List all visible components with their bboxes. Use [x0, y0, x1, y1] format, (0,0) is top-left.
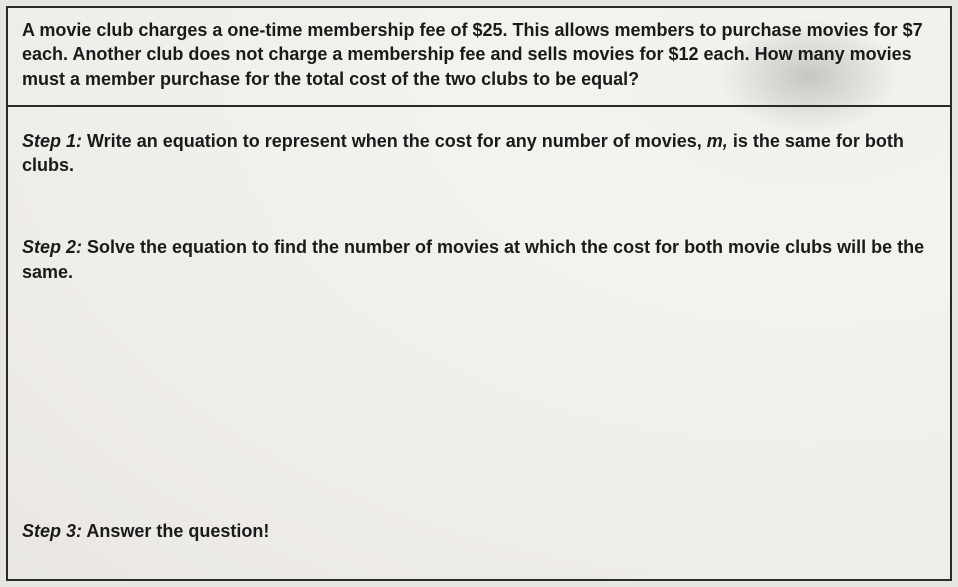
step-2-label: Step 2:: [22, 237, 82, 257]
step-1-label: Step 1:: [22, 131, 82, 151]
step-1-text-before: Write an equation to represent when the …: [82, 131, 707, 151]
step-3-label: Step 3:: [22, 521, 82, 541]
step-3: Step 3: Answer the question!: [22, 519, 936, 543]
problem-statement: A movie club charges a one-time membersh…: [8, 8, 950, 107]
steps-area: Step 1: Write an equation to represent w…: [8, 107, 950, 579]
problem-text: A movie club charges a one-time membersh…: [22, 20, 923, 89]
step-2-text: Solve the equation to find the number of…: [22, 237, 924, 281]
step-1-variable: m,: [707, 131, 728, 151]
step-2: Step 2: Solve the equation to find the n…: [22, 235, 936, 518]
step-3-text: Answer the question!: [82, 521, 269, 541]
worksheet-container: A movie club charges a one-time membersh…: [6, 6, 952, 581]
step-1: Step 1: Write an equation to represent w…: [22, 129, 936, 178]
